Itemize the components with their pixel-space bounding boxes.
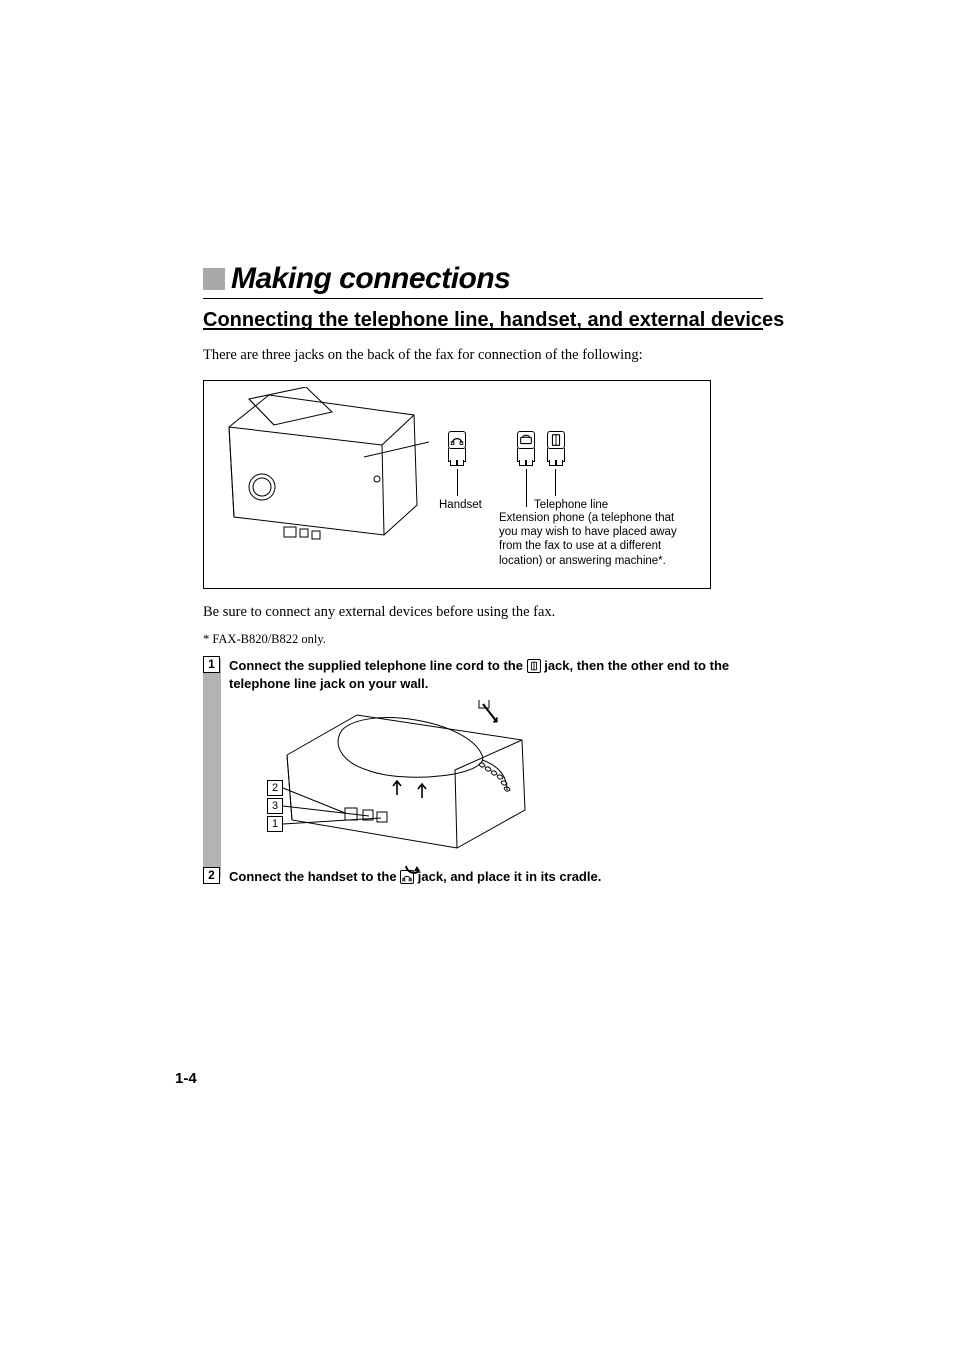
step-2: 2 Connect the handset to the jack, and p… — [229, 868, 763, 886]
fax-outline-icon — [214, 387, 429, 557]
section-title-row: Making connections — [203, 264, 763, 299]
step-gutter-bar — [203, 659, 221, 878]
figure-label-handset: Handset — [439, 498, 482, 512]
leader-line — [526, 469, 527, 507]
callout-box: 3 — [267, 798, 283, 814]
callout-box: 2 — [267, 780, 283, 796]
handset-connection-icon — [247, 700, 547, 856]
line-jack-inline-icon — [527, 659, 541, 673]
callout-box: 1 — [267, 816, 283, 832]
page-number: 1-4 — [175, 1070, 197, 1087]
jack-handset-group — [448, 431, 474, 462]
steps-list: 1 Connect the supplied telephone line co… — [203, 657, 763, 886]
leader-line — [457, 469, 458, 496]
step-1-text-a: Connect the supplied telephone line cord… — [229, 658, 527, 673]
figure-jacks-diagram: Handset Telephone line E — [203, 380, 711, 589]
step-number-badge: 1 — [203, 656, 220, 673]
extension-jack-icon — [517, 431, 535, 449]
jack-socket-icon — [448, 448, 466, 462]
footnote: * FAX-B820/B822 only. — [203, 632, 763, 647]
handset-jack-icon — [448, 431, 466, 449]
paragraph-after-figure: Be sure to connect any external devices … — [203, 603, 763, 623]
subsection-title-rule — [203, 328, 763, 330]
section-marker-square — [203, 268, 225, 290]
step-2-text: Connect the handset to the jack, and pla… — [229, 868, 763, 886]
jack-socket-icon — [547, 448, 565, 462]
step-2-text-b: jack, and place it in its cradle. — [418, 869, 602, 884]
continue-arrow-icon — [403, 860, 423, 880]
intro-paragraph: There are three jacks on the back of the… — [203, 346, 763, 366]
line-jack-icon — [547, 431, 565, 449]
step-number-badge: 2 — [203, 867, 220, 884]
step-1-figure: 2 3 1 — [247, 700, 547, 856]
figure-label-extension: Extension phone (a telephone that you ma… — [499, 511, 695, 569]
subsection-title: Connecting the telephone line, handset, … — [203, 309, 763, 334]
step-1: 1 Connect the supplied telephone line co… — [229, 657, 763, 856]
step-1-text: Connect the supplied telephone line cord… — [229, 657, 763, 692]
step-2-text-a: Connect the handset to the — [229, 869, 400, 884]
section-title: Making connections — [231, 264, 510, 294]
jack-right-group — [517, 431, 573, 462]
leader-line — [555, 469, 556, 496]
jack-socket-icon — [517, 448, 535, 462]
